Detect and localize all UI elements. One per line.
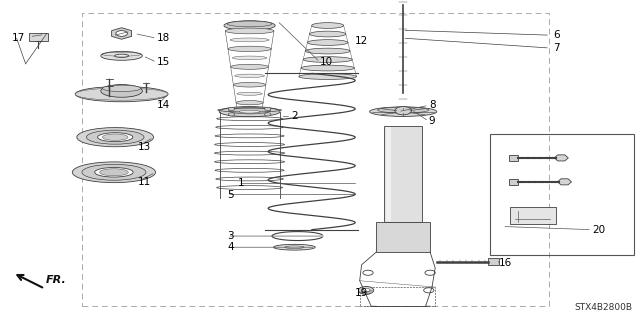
- Ellipse shape: [97, 133, 133, 142]
- Ellipse shape: [229, 108, 271, 114]
- Circle shape: [264, 113, 271, 116]
- Ellipse shape: [224, 21, 275, 30]
- Circle shape: [363, 270, 373, 275]
- Circle shape: [361, 289, 371, 294]
- Circle shape: [264, 108, 271, 111]
- Ellipse shape: [230, 64, 269, 69]
- Ellipse shape: [378, 107, 429, 113]
- Ellipse shape: [219, 107, 280, 117]
- Ellipse shape: [312, 23, 344, 28]
- Text: 2: 2: [291, 111, 298, 122]
- Text: 3: 3: [227, 231, 234, 241]
- Text: 9: 9: [429, 116, 435, 126]
- Text: 16: 16: [499, 258, 513, 268]
- Text: 11: 11: [138, 177, 151, 187]
- Ellipse shape: [72, 162, 156, 183]
- Text: 5: 5: [227, 189, 234, 200]
- Circle shape: [358, 286, 374, 294]
- Text: FR.: FR.: [46, 275, 67, 285]
- Ellipse shape: [236, 100, 263, 105]
- Ellipse shape: [305, 48, 350, 54]
- Text: STX4B2800B: STX4B2800B: [574, 303, 632, 312]
- Text: 19: 19: [355, 288, 369, 299]
- Text: 7: 7: [554, 43, 560, 53]
- FancyBboxPatch shape: [510, 207, 556, 224]
- FancyBboxPatch shape: [488, 258, 499, 265]
- Ellipse shape: [95, 167, 133, 177]
- Text: 13: 13: [138, 142, 151, 152]
- Ellipse shape: [239, 110, 260, 113]
- Ellipse shape: [101, 85, 143, 97]
- Ellipse shape: [77, 128, 154, 147]
- FancyBboxPatch shape: [376, 222, 430, 252]
- Text: 6: 6: [554, 30, 560, 40]
- Circle shape: [228, 108, 235, 111]
- Circle shape: [425, 270, 435, 275]
- Ellipse shape: [232, 56, 267, 60]
- Ellipse shape: [310, 31, 346, 37]
- Ellipse shape: [86, 130, 144, 144]
- Text: 8: 8: [429, 100, 435, 110]
- Ellipse shape: [101, 51, 143, 60]
- Ellipse shape: [370, 107, 437, 116]
- Ellipse shape: [285, 246, 304, 249]
- FancyBboxPatch shape: [509, 155, 518, 161]
- Ellipse shape: [76, 88, 168, 100]
- Ellipse shape: [303, 57, 352, 63]
- FancyBboxPatch shape: [386, 127, 391, 221]
- Ellipse shape: [234, 82, 266, 87]
- Circle shape: [424, 288, 434, 293]
- Text: 1: 1: [238, 178, 244, 189]
- Text: 12: 12: [355, 36, 369, 47]
- Ellipse shape: [82, 164, 146, 180]
- Text: 18: 18: [157, 33, 170, 43]
- Ellipse shape: [102, 134, 128, 140]
- Text: 10: 10: [320, 57, 333, 67]
- Circle shape: [395, 107, 412, 115]
- Text: 17: 17: [12, 33, 25, 43]
- Text: 20: 20: [592, 225, 605, 235]
- Text: 14: 14: [157, 100, 170, 110]
- Ellipse shape: [230, 38, 269, 42]
- Text: 15: 15: [157, 57, 170, 67]
- Circle shape: [228, 113, 235, 116]
- FancyBboxPatch shape: [29, 33, 48, 41]
- Ellipse shape: [227, 21, 272, 27]
- Ellipse shape: [299, 74, 356, 79]
- Ellipse shape: [274, 244, 316, 250]
- Ellipse shape: [76, 86, 168, 102]
- Ellipse shape: [237, 92, 262, 95]
- FancyBboxPatch shape: [509, 179, 518, 185]
- Ellipse shape: [99, 169, 128, 176]
- Circle shape: [362, 288, 370, 292]
- Ellipse shape: [115, 54, 129, 57]
- FancyBboxPatch shape: [384, 126, 422, 222]
- Circle shape: [116, 31, 127, 36]
- Ellipse shape: [235, 74, 264, 78]
- Ellipse shape: [228, 46, 271, 52]
- Ellipse shape: [102, 85, 141, 92]
- Ellipse shape: [225, 28, 274, 34]
- Text: 4: 4: [227, 242, 234, 252]
- Ellipse shape: [307, 40, 348, 45]
- Ellipse shape: [301, 65, 355, 71]
